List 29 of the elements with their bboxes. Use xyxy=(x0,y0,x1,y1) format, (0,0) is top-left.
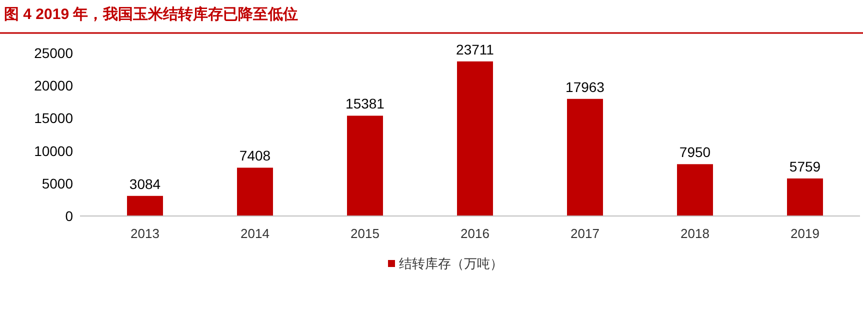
x-tick-label: 2017 xyxy=(570,226,600,241)
bar xyxy=(237,168,273,216)
data-label: 23711 xyxy=(456,41,494,58)
data-label: 5759 xyxy=(789,158,821,174)
data-label: 7950 xyxy=(679,144,711,160)
x-tick-label: 2015 xyxy=(350,226,380,241)
bar xyxy=(457,61,493,216)
chart-title: 图 4 2019 年，我国玉米结转库存已降至低位 xyxy=(4,5,298,23)
y-tick-label: 5000 xyxy=(42,175,74,192)
legend-label: 结转库存（万吨） xyxy=(399,256,503,271)
bar xyxy=(567,98,603,216)
y-tick-label: 25000 xyxy=(34,45,74,61)
y-tick-label: 20000 xyxy=(34,78,74,94)
data-label: 7408 xyxy=(239,148,271,164)
data-label: 3084 xyxy=(129,176,161,192)
bar xyxy=(127,196,163,216)
y-tick-label: 0 xyxy=(65,208,74,224)
x-tick-label: 2018 xyxy=(680,226,710,241)
x-tick-label: 2016 xyxy=(460,226,490,241)
data-label: 15381 xyxy=(346,96,385,112)
bar xyxy=(677,164,713,216)
y-tick-label: 15000 xyxy=(34,110,74,126)
bar xyxy=(787,178,823,216)
x-tick-label: 2014 xyxy=(240,226,270,241)
x-tick-label: 2019 xyxy=(790,226,820,241)
data-label: 17963 xyxy=(566,78,605,95)
x-tick-label: 2013 xyxy=(130,226,160,241)
y-tick-label: 10000 xyxy=(34,142,74,159)
bar xyxy=(347,116,383,216)
